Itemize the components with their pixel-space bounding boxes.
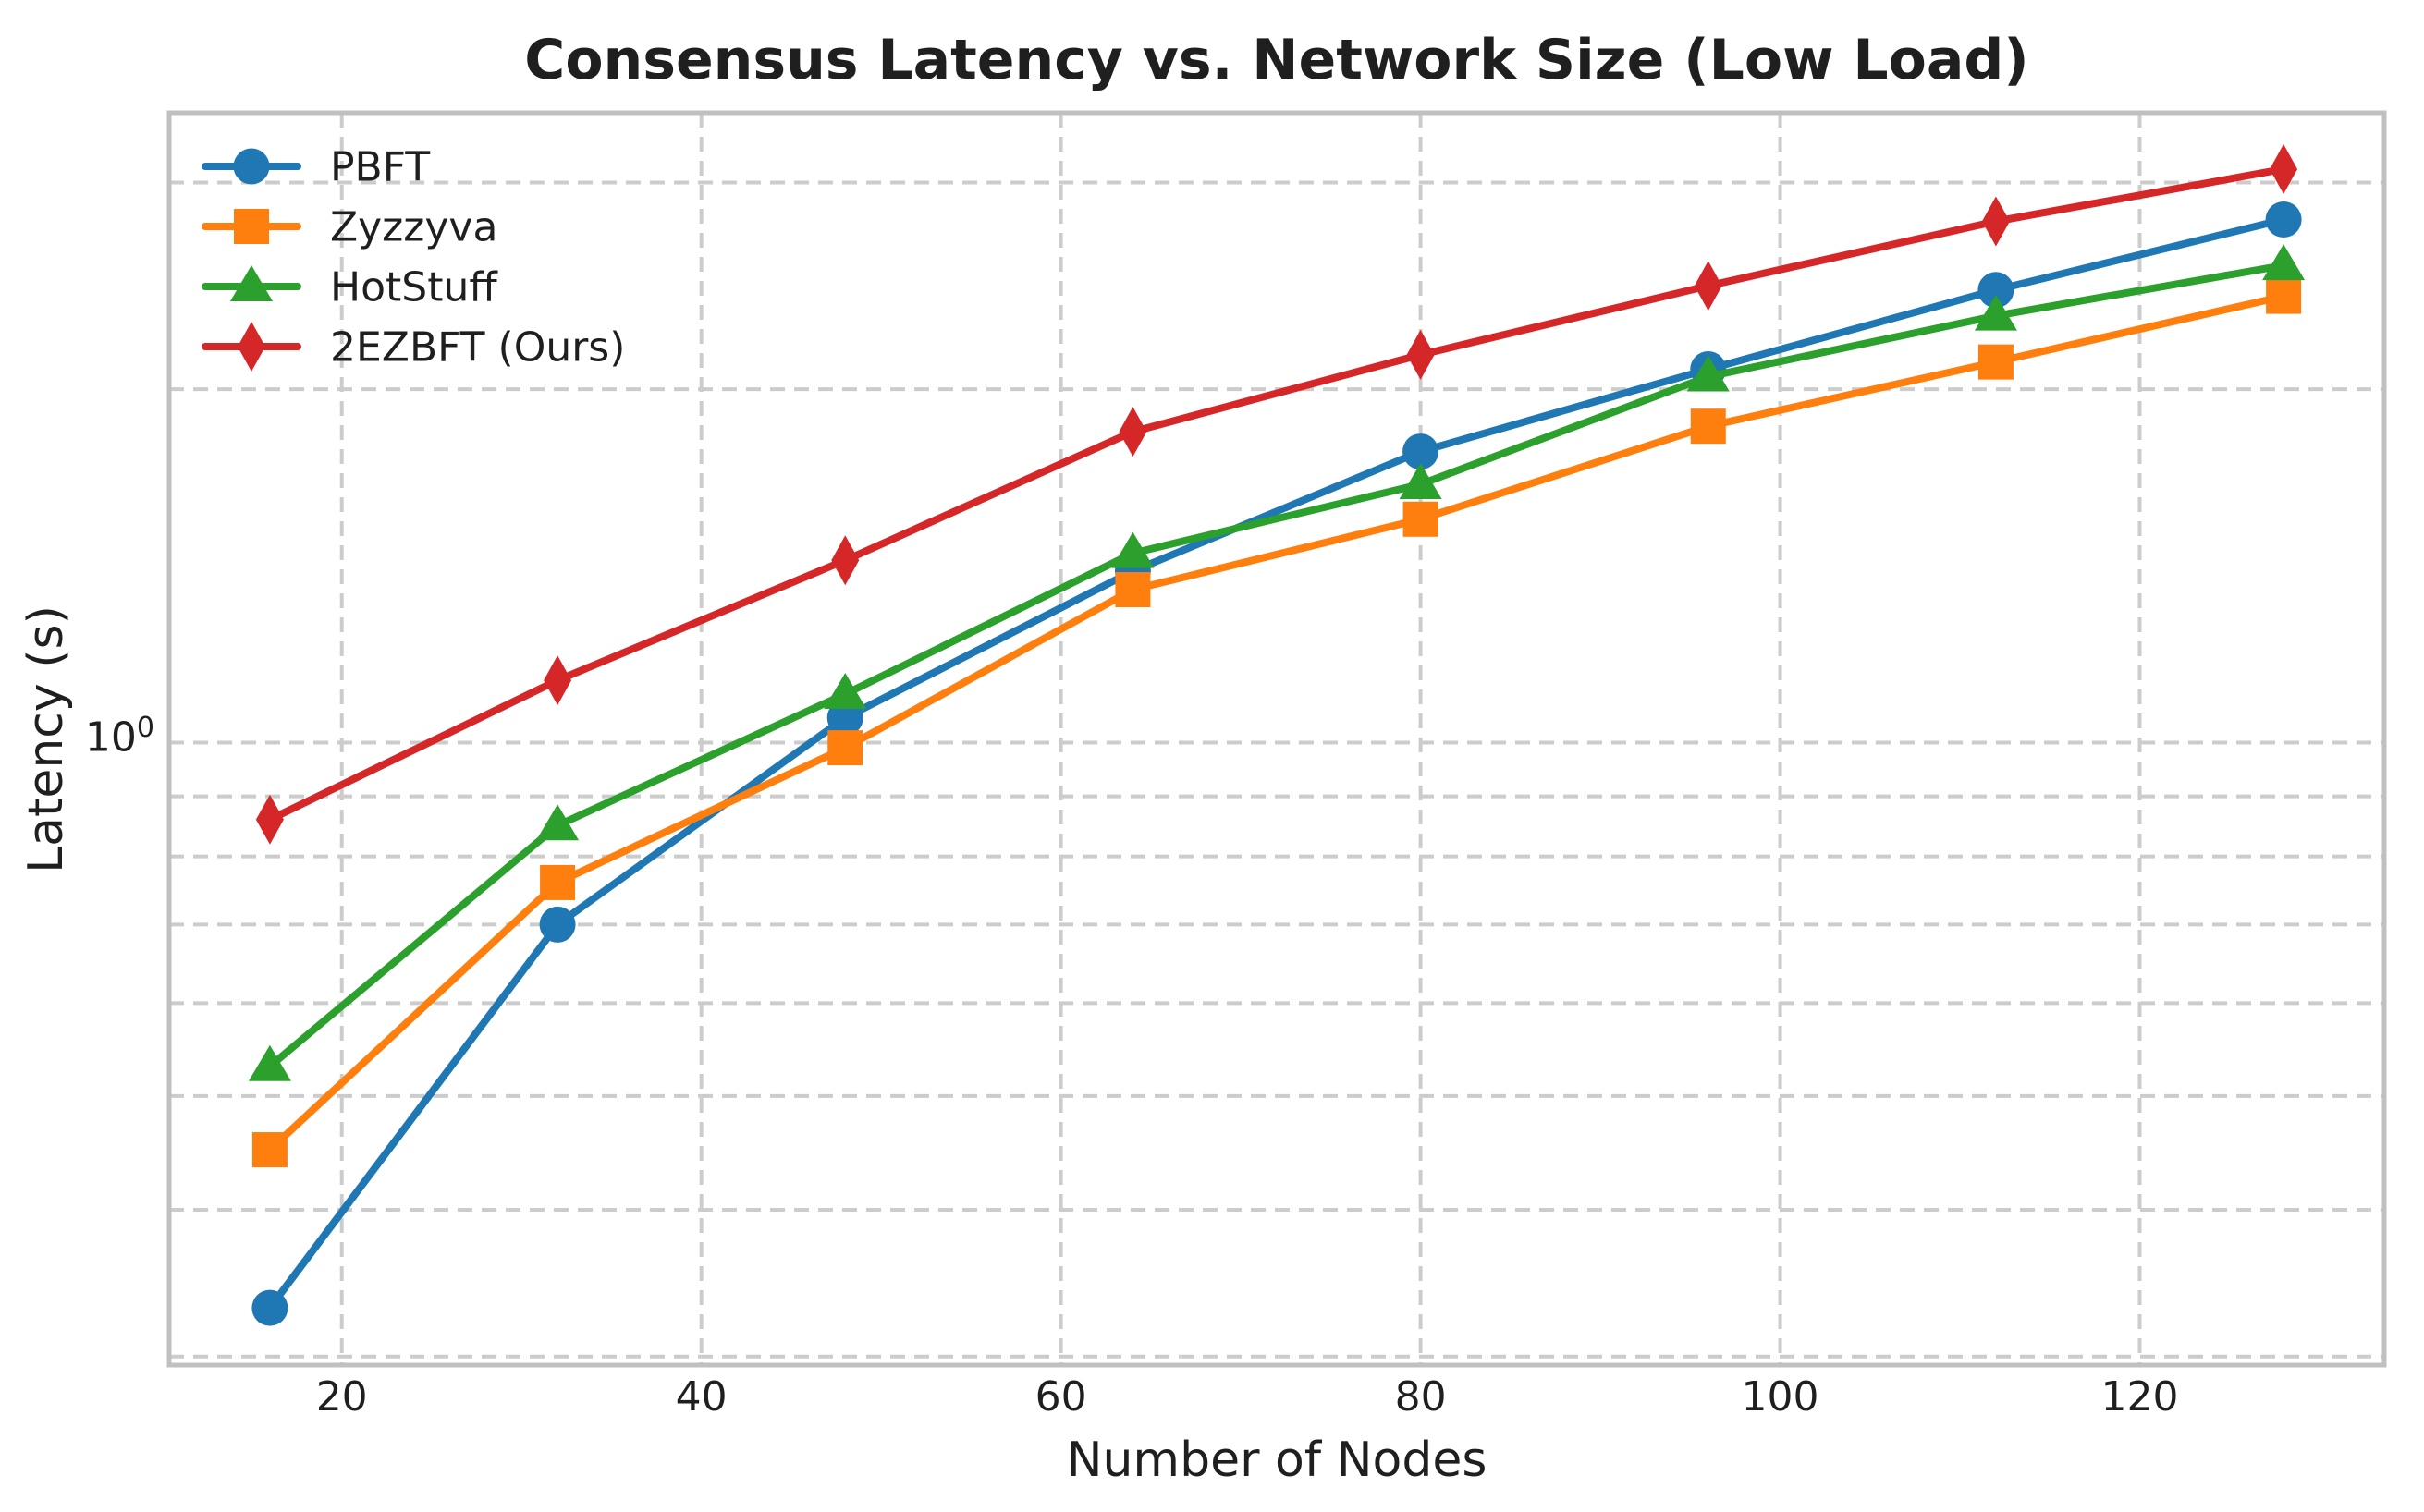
diamond-marker [255,794,284,845]
x-tick-label: 80 [1394,1373,1447,1421]
series-line [265,215,2288,1312]
x-tick-label: 120 [2100,1373,2179,1421]
circle-marker [1977,272,2014,309]
diamond-marker [831,535,860,586]
series-line [265,292,2288,1154]
y-tick-label: 100 [18,712,154,762]
circle-marker [233,148,270,185]
x-tick-label: 20 [315,1373,368,1421]
diamond-marker [1981,196,2010,247]
gridlines [169,113,2384,1365]
diamond-marker [544,655,572,706]
square-marker [1977,344,2014,380]
x-tick-label: 60 [1034,1373,1087,1421]
series-2ezbft-ours [255,143,2298,845]
circle-marker [1402,433,1439,470]
data-series [248,143,2306,1326]
legend-label: Zyzzyva [330,203,497,250]
square-marker [1402,501,1438,537]
diamond-marker [1406,329,1435,380]
y-tick-base: 10 [84,713,137,762]
series-hotstuff [248,244,2306,1081]
triangle-marker [2262,244,2306,281]
circle-marker [539,906,576,943]
legend-entry-2ezbft-ours: 2EZBFT (Ours) [202,322,625,372]
x-axis-label: Number of Nodes [1066,1433,1487,1488]
diamond-marker [2270,143,2298,194]
triangle-marker [1686,355,1730,392]
series-line [265,165,2288,823]
legend-entry-hotstuff: HotStuff [202,263,498,311]
y-tick-exponent: 0 [136,712,154,744]
legend-label: PBFT [330,143,430,190]
diamond-marker [1119,407,1147,457]
legend-label: 2EZBFT (Ours) [330,323,625,371]
plot-border [166,110,2387,1368]
diamond-marker [238,322,265,372]
triangle-marker [1111,531,1155,568]
square-marker [234,209,269,244]
triangle-marker [230,265,273,301]
legend: PBFT Zyzzyva HotStuff 2EZBFT (Ours) [202,143,625,372]
circle-marker [2265,201,2302,238]
triangle-marker [1974,294,2017,331]
square-marker [540,864,576,900]
legend-label: HotStuff [330,263,498,311]
series-line [265,262,2288,1070]
chart-title: Consensus Latency vs. Network Size (Low … [524,28,2029,92]
square-marker [1115,571,1151,607]
diamond-marker [1694,261,1722,311]
triangle-marker [824,672,867,709]
x-tick-label: 40 [675,1373,728,1421]
triangle-marker [1399,462,1442,499]
square-marker [2266,278,2302,314]
square-marker [251,1132,288,1168]
series-zyzzyva [251,278,2302,1168]
legend-entry-zyzzyva: Zyzzyva [202,203,497,250]
triangle-marker [536,804,580,841]
circle-marker [251,1289,288,1326]
triangle-marker [248,1044,291,1081]
square-marker [827,730,863,766]
square-marker [1690,408,1726,445]
x-tick-label: 100 [1741,1373,1819,1421]
legend-entry-pbft: PBFT [202,143,430,190]
